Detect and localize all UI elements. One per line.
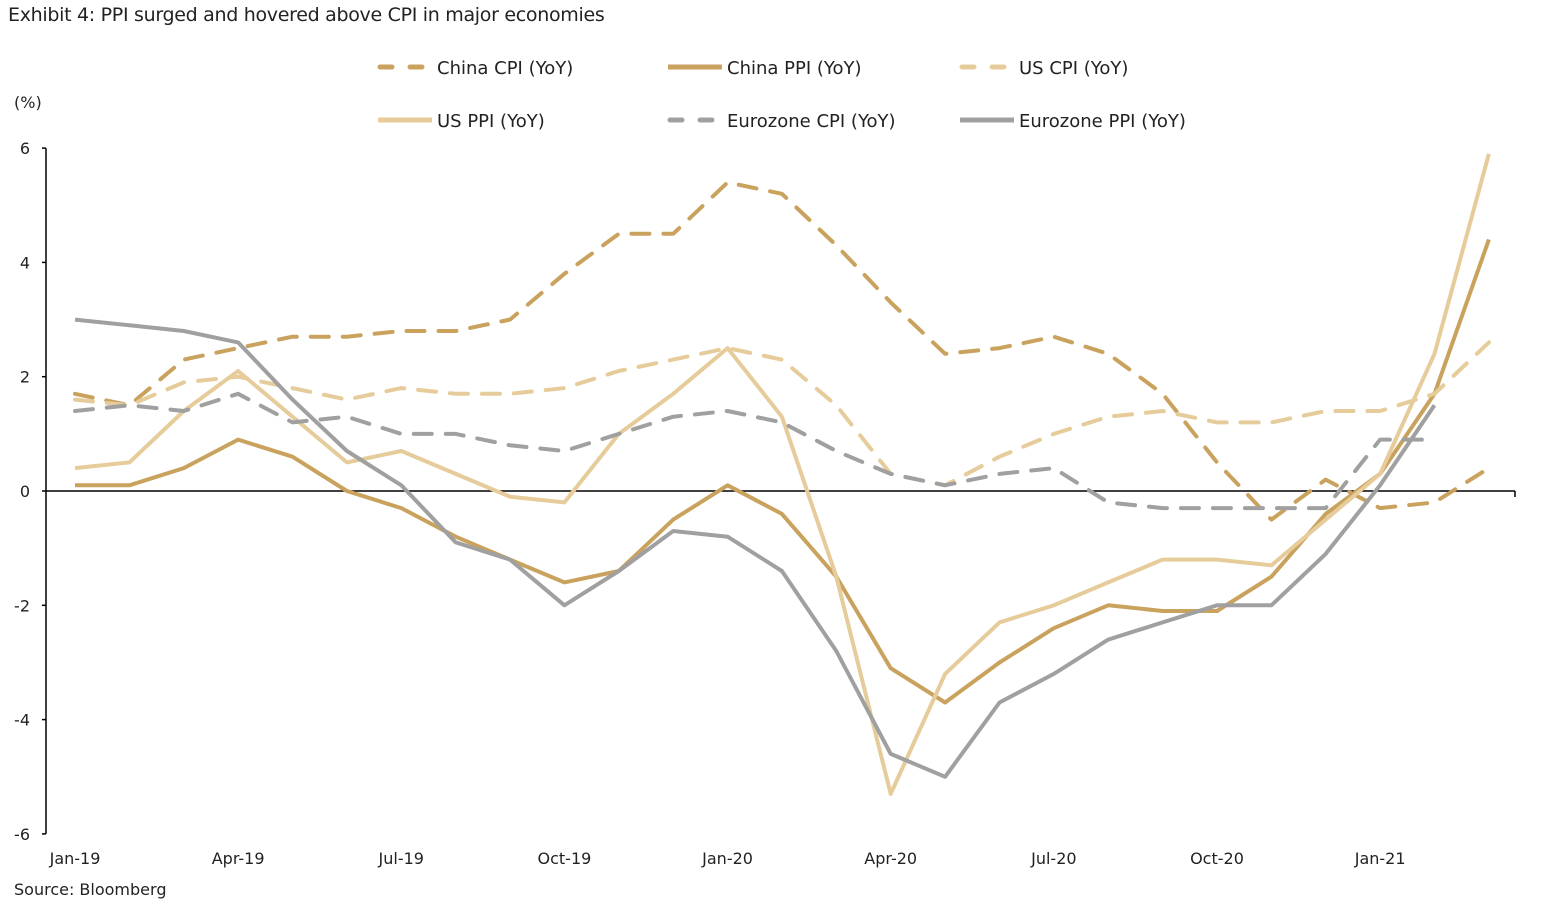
y-tick-label: 6 bbox=[20, 139, 30, 158]
x-tick-label: Oct-20 bbox=[1190, 849, 1244, 868]
y-axis-unit: (%) bbox=[14, 93, 42, 112]
legend-label: US PPI (YoY) bbox=[437, 111, 545, 132]
series-line-china-cpi-yoy bbox=[73, 180, 1491, 522]
y-tick-label: -4 bbox=[14, 711, 30, 730]
x-tick-label: Jan-21 bbox=[1354, 849, 1406, 868]
series-line-china-ppi-yoy bbox=[75, 238, 1491, 705]
x-tick-label: Jan-19 bbox=[49, 849, 101, 868]
legend-label: China PPI (YoY) bbox=[727, 58, 862, 79]
legend-label: Eurozone CPI (YoY) bbox=[727, 111, 896, 132]
series-line-eurozone-cpi-yoy bbox=[73, 391, 1437, 511]
x-tick-label: Apr-20 bbox=[864, 849, 917, 868]
legend-label: US CPI (YoY) bbox=[1019, 58, 1128, 79]
series-line-us-ppi-yoy bbox=[74, 153, 1491, 796]
x-tick-label: Jan-20 bbox=[701, 849, 753, 868]
legend-label: China CPI (YoY) bbox=[437, 58, 573, 79]
y-tick-label: 2 bbox=[20, 368, 30, 387]
x-tick-label: Apr-19 bbox=[212, 849, 265, 868]
y-tick-label: 4 bbox=[20, 253, 30, 272]
chart-title: Exhibit 4: PPI surged and hovered above … bbox=[8, 4, 605, 26]
y-tick-label: -6 bbox=[14, 825, 30, 844]
series-line-us-cpi-yoy bbox=[73, 340, 1491, 488]
x-tick-label: Oct-19 bbox=[538, 849, 592, 868]
y-tick-label: -2 bbox=[14, 596, 30, 615]
series-line-eurozone-ppi-yoy bbox=[74, 317, 1437, 779]
source-note: Source: Bloomberg bbox=[14, 880, 167, 899]
x-tick-label: Jul-20 bbox=[1030, 849, 1076, 868]
legend-label: Eurozone PPI (YoY) bbox=[1019, 111, 1186, 132]
y-tick-label: 0 bbox=[20, 482, 30, 501]
x-tick-label: Jul-19 bbox=[378, 849, 424, 868]
